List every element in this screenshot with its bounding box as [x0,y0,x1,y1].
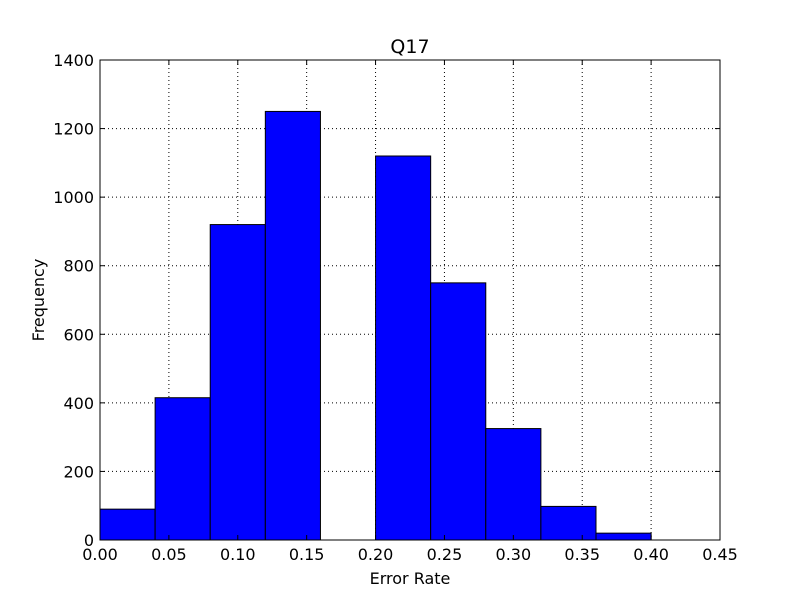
x-tick-label: 0.40 [633,545,669,564]
x-tick-label: 0.30 [496,545,532,564]
histogram-bar [99,508,156,541]
bars [99,110,652,541]
y-tick-label: 200 [63,462,94,481]
y-tick-label: 400 [63,394,94,413]
histogram-bar [264,110,321,541]
histogram-bar [430,282,487,541]
x-tick-label: 0.00 [82,545,118,564]
histogram-bar [375,155,432,541]
x-tick-label: 0.25 [427,545,463,564]
y-tick-label: 1000 [53,188,94,207]
y-tick-label: 600 [63,325,94,344]
x-tick-label: 0.05 [151,545,187,564]
ticks [99,59,721,541]
histogram-bar [209,224,266,541]
x-tick-label: 0.10 [220,545,256,564]
histogram-bar [485,428,542,541]
y-tick-label: 0 [84,531,94,550]
y-tick-label: 1400 [53,51,94,70]
x-tick-label: 0.45 [702,545,738,564]
histogram-bar [154,397,211,541]
y-tick-label: 1200 [53,120,94,139]
y-tick-label: 800 [63,257,94,276]
x-axis-label: Error Rate [370,569,451,588]
histogram-bar [540,505,597,541]
x-tick-label: 0.35 [564,545,600,564]
chart-title: Q17 [390,36,429,58]
x-tick-label: 0.15 [289,545,325,564]
tick-labels: 0.00 0.05 0.10 0.15 0.20 0.25 0.30 0.35 0.40 0.45… [53,51,738,564]
plot-frame [99,59,721,541]
histogram-bar [595,532,652,541]
x-tick-label: 0.20 [358,545,394,564]
y-axis-label: Frequency [29,259,48,342]
